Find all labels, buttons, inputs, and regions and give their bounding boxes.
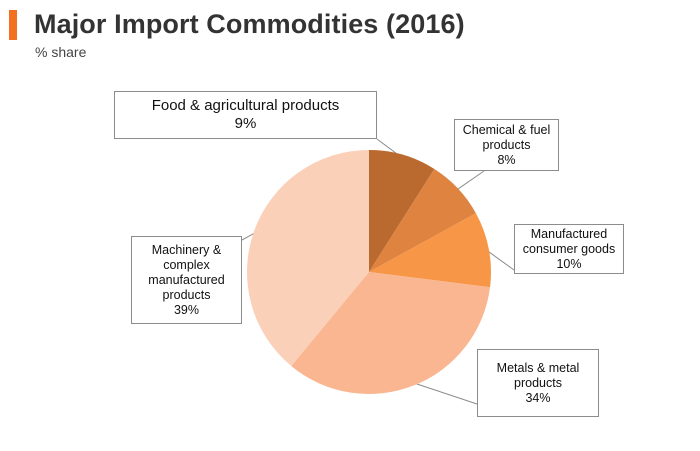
callout-machinery: Machinery & complex manufactured product… xyxy=(131,236,242,324)
pie-slice-mach xyxy=(246,150,369,366)
data-label-manufactured-value: 10% xyxy=(556,256,582,271)
leader-line-metals xyxy=(412,382,478,405)
pie-slices xyxy=(246,149,492,395)
callout-manufactured-consumer-goods: Manufactured consumer goods 10% xyxy=(514,224,624,274)
chart-title: Major Import Commodities (2016) xyxy=(34,9,465,39)
data-label-metals-value: 34% xyxy=(525,390,551,405)
callout-chemical-fuel: Chemical & fuel products 8% xyxy=(454,119,559,171)
data-label-metals-name: Metals & metal products xyxy=(496,360,580,390)
data-label-machinery-name: Machinery & complex manufactured product… xyxy=(148,242,225,302)
leader-line-manuf xyxy=(485,249,515,271)
data-label-manufactured-name: Manufactured consumer goods xyxy=(522,226,616,256)
title-accent-bar xyxy=(9,10,17,40)
pie-slice-food xyxy=(369,149,435,272)
callout-food: Food & agricultural products 9% xyxy=(114,91,377,139)
data-label-machinery-value: 39% xyxy=(173,302,200,317)
leader-line-chem xyxy=(455,170,485,191)
pie-slice-chem xyxy=(369,168,476,272)
data-label-food-value: 9% xyxy=(234,115,257,132)
chart-subtitle: % share xyxy=(35,44,87,60)
data-label-chemical-fuel-name: Chemical & fuel products xyxy=(462,122,551,152)
callout-metals: Metals & metal products 34% xyxy=(477,349,599,417)
pie-slice-metals xyxy=(291,272,491,395)
pie-slice-manuf xyxy=(369,213,492,288)
data-label-chemical-fuel-value: 8% xyxy=(497,152,516,167)
data-label-food-name: Food & agricultural products xyxy=(151,97,340,114)
